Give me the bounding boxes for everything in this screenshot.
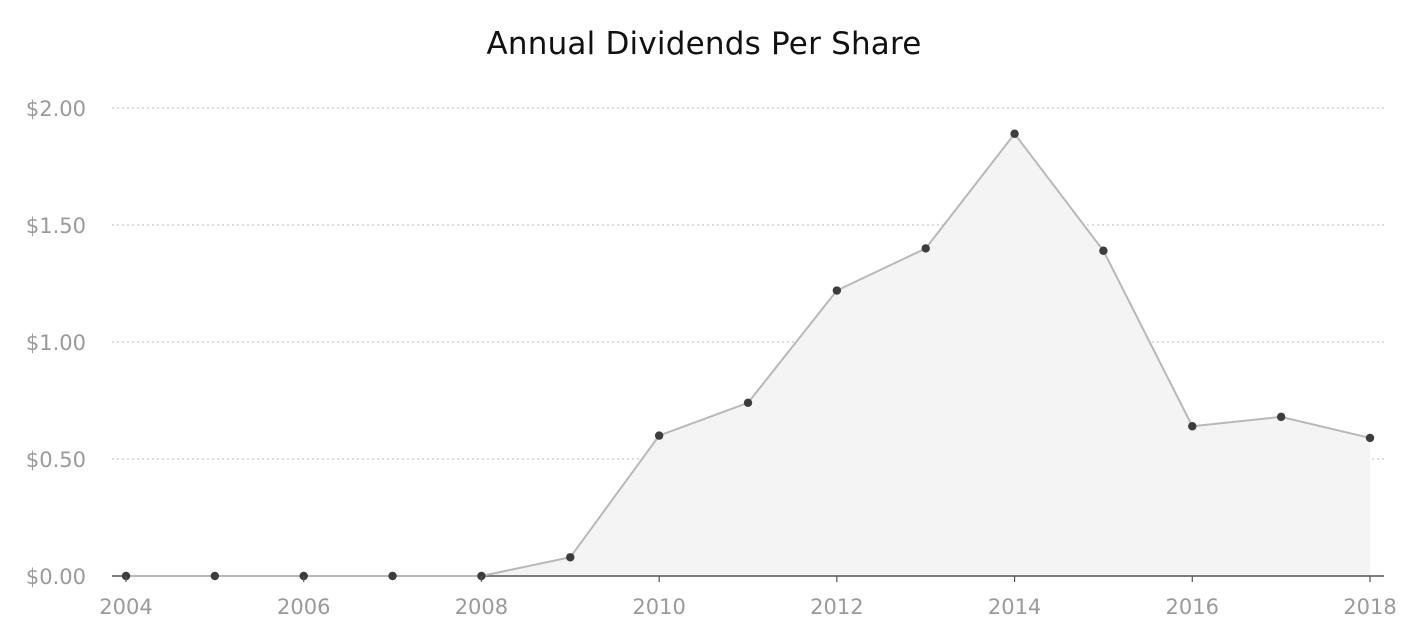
- data-point: [210, 571, 220, 581]
- data-point: [1276, 412, 1286, 422]
- y-tick-label: $0.00: [26, 565, 86, 589]
- x-tick-label: 2018: [1343, 595, 1396, 619]
- data-point: [388, 571, 397, 581]
- x-tick-label: 2016: [1166, 595, 1219, 619]
- x-tick-label: 2014: [988, 595, 1041, 619]
- series-area: [126, 133, 1370, 577]
- x-tick-label: 2006: [277, 595, 330, 619]
- data-point: [566, 553, 575, 562]
- data-point: [1188, 422, 1197, 431]
- area-fill-layer: [126, 133, 1370, 577]
- y-tick-label: $1.00: [26, 331, 86, 355]
- data-point: [832, 286, 842, 295]
- data-point: [1010, 129, 1019, 138]
- y-tick-label: $0.50: [26, 448, 86, 472]
- chart-title: Annual Dividends Per Share: [486, 26, 922, 62]
- y-tick-label: $2.00: [26, 97, 86, 121]
- data-point: [743, 398, 753, 408]
- x-tick-label: 2010: [632, 595, 685, 619]
- x-axis-ticks: 2004 2006 2008 2010 2012 2014 2016 2018: [99, 576, 1397, 619]
- y-axis-ticks: $0.00 $0.50 $1.00 $1.50 $2.00: [26, 97, 86, 589]
- data-point: [1365, 433, 1375, 443]
- data-point: [1099, 246, 1108, 255]
- x-tick-label: 2008: [455, 595, 508, 619]
- data-point: [921, 244, 930, 253]
- y-tick-label: $1.50: [26, 214, 86, 238]
- data-point: [654, 431, 664, 440]
- x-tick-label: 2004: [99, 595, 152, 619]
- x-tick-label: 2012: [810, 595, 863, 619]
